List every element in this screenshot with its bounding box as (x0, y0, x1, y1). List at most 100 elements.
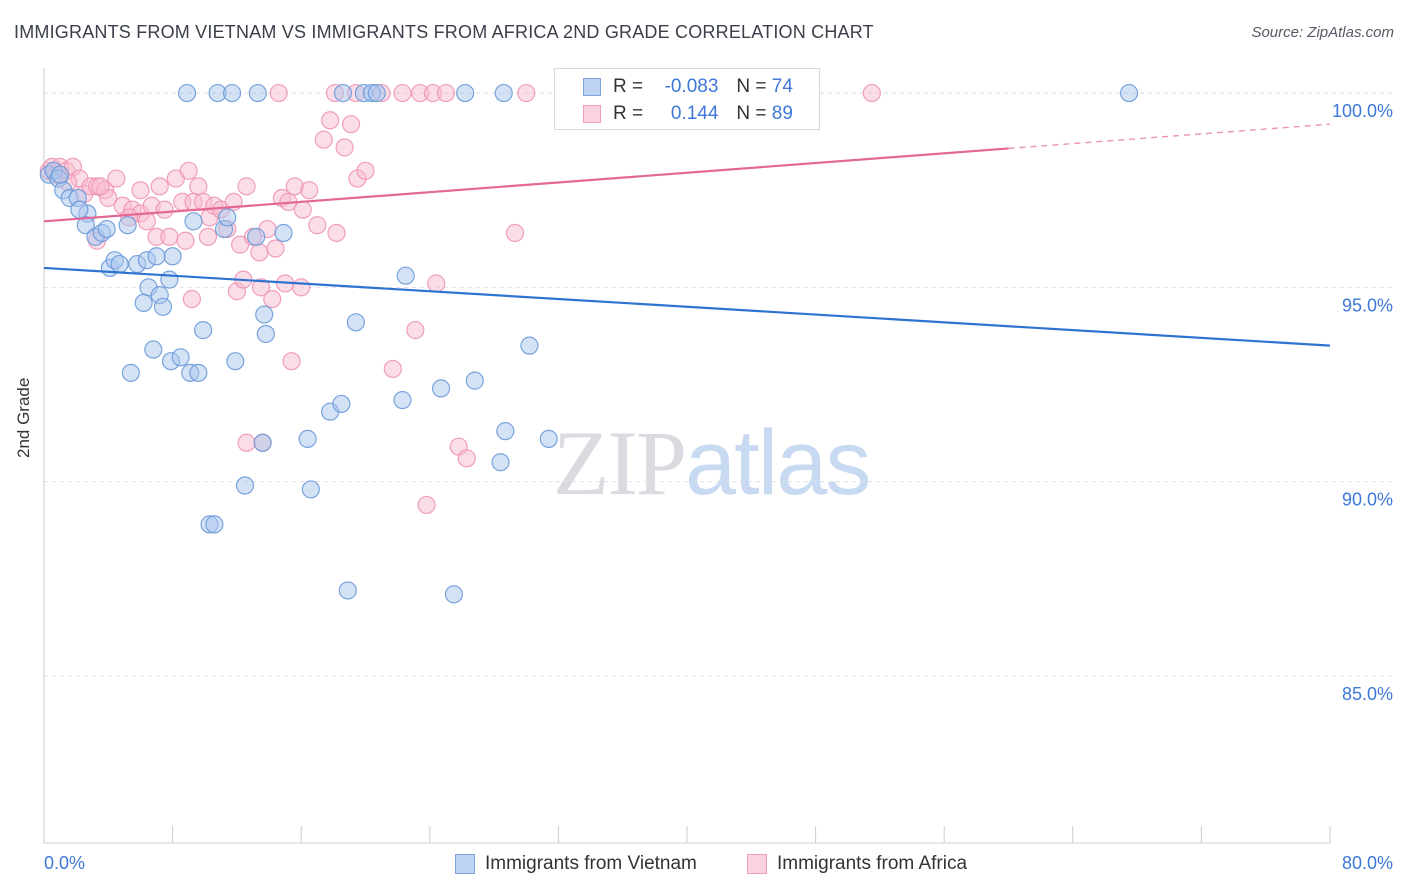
africa-point (266, 239, 285, 258)
x-tick-label-max: 80.0% (1342, 853, 1393, 873)
vietnam-regression-line (43, 266, 1331, 347)
vietnam-point (205, 515, 224, 534)
vietnam-point (367, 83, 386, 103)
africa-point (327, 223, 346, 243)
vietnam-point (274, 223, 293, 243)
vietnam-point (218, 208, 237, 227)
africa-point (517, 83, 536, 103)
africa-point (335, 138, 354, 157)
r-label: R = (613, 76, 644, 97)
bottom-legend-africa: Immigrants from Africa (747, 850, 967, 878)
y-tick-label: 90.0% (1342, 490, 1393, 510)
africa-point (237, 433, 256, 452)
x-tick-label-min: 0.0% (44, 853, 85, 873)
vietnam-point (163, 247, 182, 266)
africa-point (293, 200, 312, 219)
africa-point (505, 223, 525, 243)
source-label: Source: ZipAtlas.com (1251, 24, 1394, 41)
vietnam-point (76, 216, 95, 235)
africa-point (393, 83, 412, 103)
vietnam-point (393, 390, 412, 410)
y-tick-label: 100.0% (1332, 101, 1393, 121)
x-tick-labels: 0.0% 80.0% (44, 853, 1393, 873)
n-label: N = (736, 103, 767, 124)
vietnam-point (147, 247, 166, 266)
vietnam-point (97, 219, 116, 239)
vietnam-point (189, 363, 208, 382)
africa-point (155, 200, 174, 219)
vietnam-point (184, 212, 203, 231)
africa-point (383, 359, 402, 379)
africa-point (250, 243, 269, 262)
vietnam-point (456, 83, 475, 103)
axes (43, 68, 1331, 844)
africa-point (189, 177, 208, 196)
africa-point (308, 216, 327, 235)
africa-point (436, 83, 455, 103)
vietnam-point (118, 216, 137, 235)
vietnam-point (134, 293, 153, 313)
vietnam-point (494, 83, 513, 103)
africa-regression-line (43, 147, 1009, 223)
vietnam-point (256, 324, 275, 344)
y-tick-label: 85.0% (1342, 684, 1393, 704)
vietnam-points (39, 83, 1139, 604)
legend-row-vietnam: R = -0.083 N = 74 (583, 74, 793, 100)
vietnam-point (171, 348, 190, 367)
africa-point (176, 231, 195, 250)
africa-point (406, 321, 425, 340)
africa-point (341, 115, 361, 134)
africa-legend-swatch (747, 854, 767, 874)
africa-point (300, 181, 319, 200)
watermark-atlas: atlas (685, 412, 871, 514)
vietnam-point (253, 433, 272, 452)
vietnam-point (50, 165, 70, 184)
vietnam-r-value: -0.083 (664, 76, 719, 97)
vietnam-point (70, 200, 89, 219)
r-label: R = (613, 103, 644, 124)
vietnam-point (177, 83, 197, 103)
africa-point (150, 177, 169, 196)
vietnam-point (1119, 83, 1139, 103)
vietnam-point (160, 270, 179, 289)
africa-point (179, 161, 198, 180)
vietnam-point (520, 336, 539, 355)
vietnam-n-value: 74 (771, 76, 793, 97)
africa-point (160, 227, 179, 246)
africa-point (251, 278, 271, 297)
africa-point (269, 83, 288, 103)
vietnam-point (346, 313, 365, 332)
vietnam-point (431, 379, 451, 398)
africa-point (182, 289, 201, 309)
africa-point (107, 169, 126, 188)
vietnam-point (153, 297, 173, 316)
africa-swatch (583, 105, 601, 123)
vietnam-point (338, 581, 357, 600)
regression-lines (43, 123, 1331, 347)
africa-point (137, 212, 156, 231)
africa-point (91, 177, 110, 196)
africa-point (356, 161, 375, 180)
vietnam-point (332, 394, 351, 414)
y-tick-labels: 85.0% 90.0% 95.0% 100.0% (1332, 101, 1393, 704)
vietnam-point (301, 480, 320, 499)
vietnam-point (444, 585, 464, 604)
bottom-legend-vietnam: Immigrants from Vietnam (455, 850, 697, 878)
africa-legend-label: Immigrants from Africa (777, 853, 968, 874)
vietnam-point (247, 227, 266, 246)
africa-point (314, 130, 333, 149)
vietnam-point (226, 352, 245, 371)
vietnam-point (491, 453, 510, 472)
stats-legend: R = -0.083 N = 74 R = 0.144 N = 89 (554, 68, 820, 130)
africa-point (198, 227, 218, 246)
africa-point (282, 352, 301, 371)
legend-row-africa: R = 0.144 N = 89 (583, 101, 793, 127)
vietnam-point (144, 340, 163, 359)
vietnam-legend-swatch (455, 854, 475, 874)
vietnam-point (255, 305, 274, 324)
vietnam-point (222, 83, 242, 103)
vietnam-point (333, 83, 353, 103)
africa-point (417, 495, 436, 515)
vietnam-point (235, 476, 255, 495)
